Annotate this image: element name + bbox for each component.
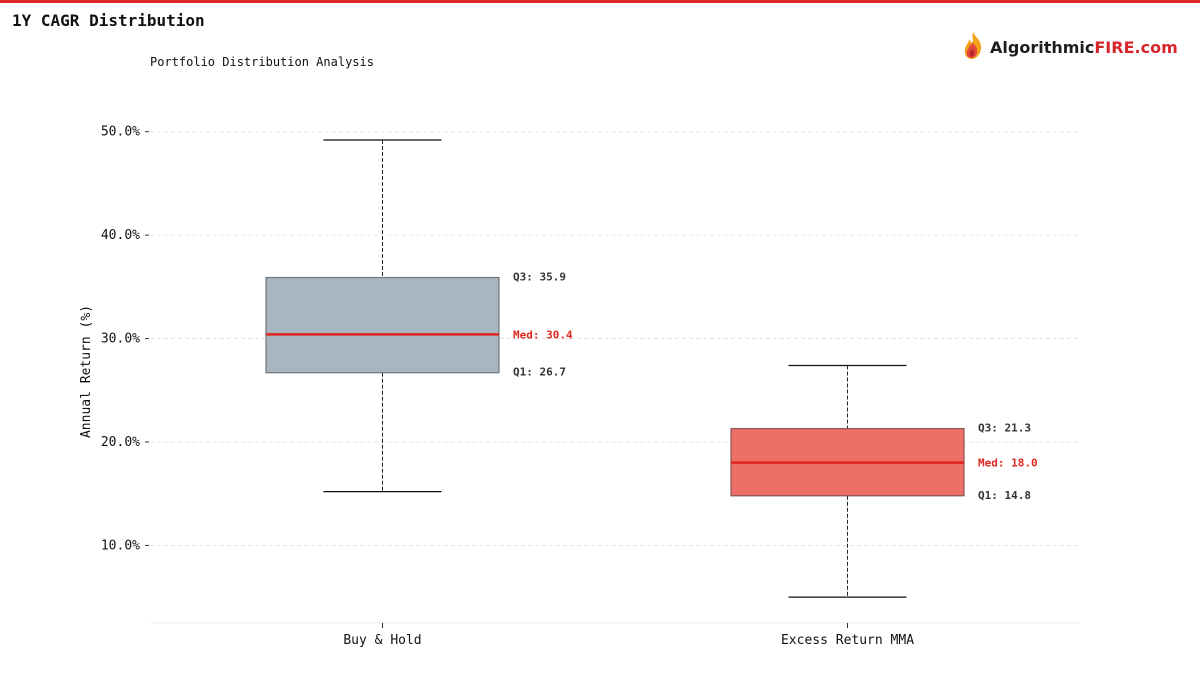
chart-subtitle: Portfolio Distribution Analysis	[150, 55, 374, 69]
page-title: 1Y CAGR Distribution	[12, 11, 205, 30]
y-tick-label: 10.0%	[101, 538, 140, 553]
brand-logo[interactable]: AlgorithmicFIRE.com	[960, 31, 1178, 63]
y-tick-label: 30.0%	[101, 332, 140, 347]
median-label: Med: 18.0	[978, 457, 1038, 470]
y-tick-label: 50.0%	[101, 125, 140, 140]
q3-label: Q3: 21.3	[978, 422, 1031, 435]
flame-logo-icon	[960, 30, 986, 64]
y-axis-title: Annual Return (%)	[79, 305, 94, 438]
x-category-label: Excess Return MMA	[781, 633, 914, 648]
brand-logo-text: AlgorithmicFIRE.com	[990, 37, 1178, 57]
y-tick-label: 40.0%	[101, 228, 140, 243]
median-label: Med: 30.4	[513, 328, 573, 341]
q1-label: Q1: 26.7	[513, 366, 566, 379]
x-category-label: Buy & Hold	[343, 633, 421, 648]
top-accent-rule	[0, 0, 1200, 3]
y-tick-label: 20.0%	[101, 435, 140, 450]
q3-label: Q3: 35.9	[513, 271, 566, 284]
q1-label: Q1: 14.8	[978, 489, 1031, 502]
iqr-box	[265, 276, 500, 374]
